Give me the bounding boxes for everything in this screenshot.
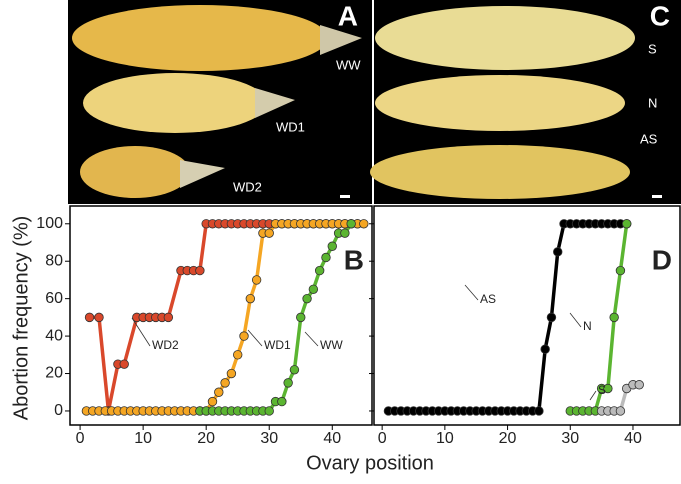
x-axis-label: Ovary position [306,452,434,474]
series-label: WW [320,338,343,352]
x-tick-label: 40 [624,430,642,447]
plot-frame [69,205,373,426]
x-tick-label: 40 [323,430,341,447]
data-point [239,331,249,341]
data-point [553,247,563,257]
label-leader [464,284,479,301]
data-point [220,378,230,388]
x-tick-label: 0 [76,430,85,447]
data-point [233,350,243,360]
series-label: WD1 [264,338,291,352]
data-point [340,228,350,238]
y-tick-label: 40 [45,327,63,344]
label-leader [131,317,151,347]
ear-label: WW [336,57,361,72]
panel-letter: B [344,244,364,275]
x-tick-label: 20 [197,430,215,447]
data-point [534,406,544,416]
data-point [359,219,369,229]
ear-label: WD2 [233,179,262,194]
data-point [94,312,104,323]
ear-label: AS [640,131,658,146]
data-point [609,312,619,323]
panel-letter: C [650,0,670,31]
data-point [321,252,331,263]
ear-label: WD1 [276,119,305,134]
data-point [245,293,256,304]
data-point [603,383,613,394]
x-tick-label: 10 [134,430,152,447]
panel-letter: A [338,0,358,31]
data-point [546,312,557,323]
series-label: S [598,383,606,397]
corn-ears [72,5,662,199]
x-tick-label: 30 [260,430,278,447]
data-point [308,284,319,294]
data-point [251,275,262,285]
y-tick-label: 0 [54,402,63,419]
data-point [226,368,237,379]
x-tick-label: 30 [561,430,579,447]
y-tick-label: 80 [45,252,63,269]
data-point [84,312,95,323]
x-tick-label: 20 [499,430,517,447]
y-tick-label: 60 [45,290,63,307]
data-point [289,365,300,375]
data-point [277,396,287,407]
y-tick-label: 100 [36,215,63,232]
label-leader [569,312,582,328]
data-point [195,265,205,276]
data-point [634,380,644,390]
data-point [346,219,356,229]
data-point [163,312,174,323]
data-point [622,219,632,229]
plot-frame [373,205,681,426]
data-point [540,344,550,354]
data-point [214,387,224,397]
data-point [296,312,306,323]
data-point [264,228,274,238]
data-point [615,265,626,276]
series-label: WD2 [152,338,179,352]
label-leader [304,331,319,347]
data-point [302,293,312,304]
ear-label: N [648,95,657,110]
panel-letter: D [652,244,672,275]
data-point [264,406,274,416]
data-point [327,241,337,251]
data-point [119,359,129,369]
series-label: AS [480,292,496,306]
label-leader [247,329,263,347]
data-point [314,265,325,276]
label-leader [589,390,597,401]
series-label: N [583,319,592,333]
y-tick-label: 20 [45,365,63,382]
data-point [207,396,218,407]
y-axis-label: Abortion frequency (%) [10,216,32,421]
series-line [388,222,627,413]
x-tick-label: 0 [378,430,387,447]
x-tick-label: 10 [436,430,454,447]
data-point [615,406,626,416]
ear-label: S [648,41,657,56]
data-point [283,378,293,388]
